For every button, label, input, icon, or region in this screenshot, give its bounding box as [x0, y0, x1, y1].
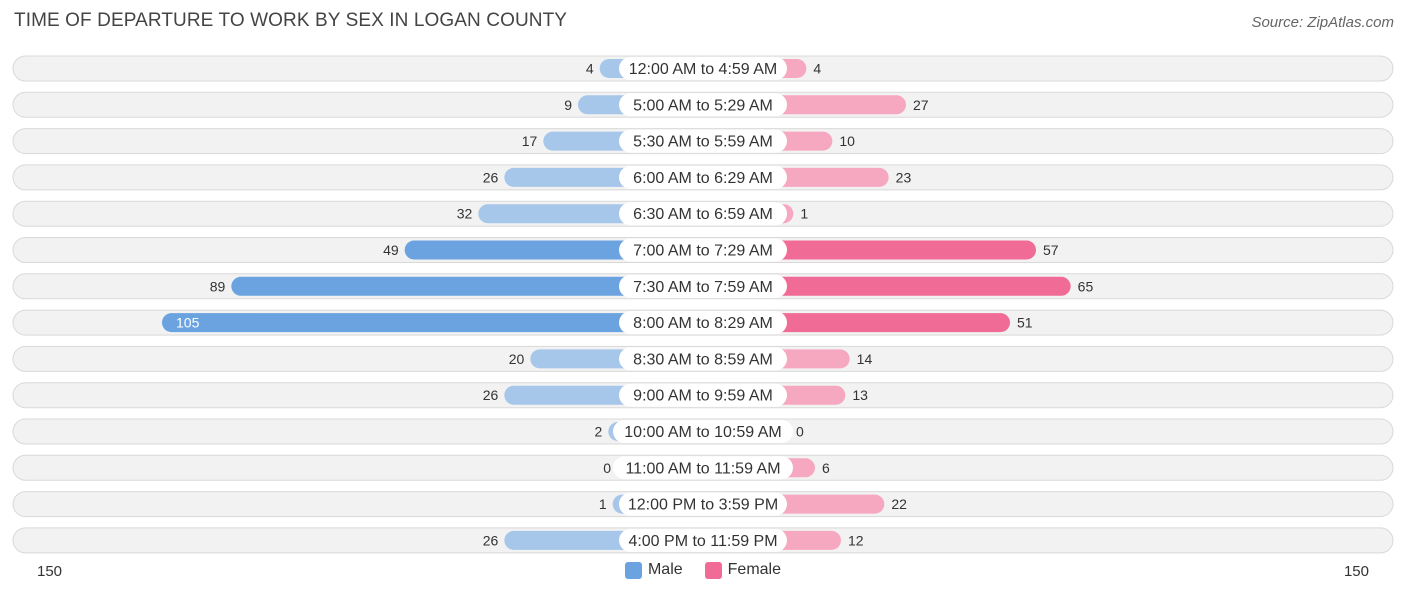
value-label-male: 0: [603, 460, 611, 476]
value-label-female: 27: [913, 97, 929, 113]
bar-male: [162, 313, 703, 333]
legend-swatch-female: [704, 561, 722, 579]
category-label-box: [619, 528, 787, 552]
value-label-male: 89: [210, 278, 226, 294]
value-label-male: 32: [457, 206, 473, 222]
category-label: 7:30 AM to 7:59 AM: [633, 279, 773, 296]
value-label-female: 14: [857, 351, 873, 367]
value-label-female: 4: [813, 61, 821, 77]
category-label-box: [619, 165, 787, 189]
value-label-male: 20: [509, 351, 525, 367]
value-label-female: 23: [896, 169, 912, 185]
chart-source: Source: ZipAtlas.com: [1251, 14, 1394, 31]
chart-legend: Male Female: [0, 561, 1406, 579]
value-label-male: 26: [483, 169, 499, 185]
bar-female: [703, 276, 1071, 296]
category-label: 11:00 AM to 11:59 AM: [625, 460, 780, 477]
value-label-male: 26: [483, 532, 499, 548]
category-label-box: [619, 129, 787, 153]
category-label-box: [619, 238, 787, 262]
value-label-male: 1: [599, 496, 607, 512]
category-label-box: [619, 311, 787, 335]
category-label-box: [613, 456, 793, 480]
category-label: 8:00 AM to 8:29 AM: [633, 315, 773, 332]
value-label-female: 51: [1017, 315, 1033, 331]
category-label-box: [613, 420, 793, 443]
value-label-female: 13: [852, 387, 868, 403]
value-label-female: 65: [1078, 278, 1094, 294]
chart-title: TIME OF DEPARTURE TO WORK BY SEX IN LOGA…: [14, 10, 568, 31]
value-label-male: 26: [483, 387, 499, 403]
value-label-male: 49: [383, 242, 399, 258]
value-label-male: 2: [595, 424, 603, 440]
value-label-male: 105: [176, 315, 200, 331]
legend-item-female: Female: [704, 561, 782, 579]
category-label: 5:00 AM to 5:29 AM: [633, 97, 773, 114]
bar-female: [703, 240, 1036, 260]
category-label: 5:30 AM to 5:59 AM: [633, 134, 773, 151]
category-label-box: [619, 202, 787, 226]
axis-label-right: 150: [1344, 563, 1369, 580]
category-label-box: [619, 274, 787, 298]
category-label: 12:00 PM to 3:59 PM: [628, 497, 778, 514]
value-label-male: 9: [564, 97, 572, 113]
value-label-female: 10: [839, 133, 855, 149]
value-label-male: 17: [522, 133, 538, 149]
legend-label-female: Female: [727, 561, 782, 578]
category-label-box: [619, 57, 787, 80]
value-label-female: 6: [822, 460, 830, 476]
category-label: 12:00 AM to 4:59 AM: [629, 61, 778, 78]
category-label: 9:00 AM to 9:59 AM: [633, 388, 773, 405]
legend-item-male: Male: [624, 561, 683, 579]
category-label-box: [619, 383, 787, 407]
value-label-female: 57: [1043, 242, 1059, 258]
category-label: 6:30 AM to 6:59 AM: [633, 206, 773, 223]
value-label-female: 12: [848, 532, 864, 548]
category-label: 7:00 AM to 7:29 AM: [633, 243, 773, 260]
value-label-female: 22: [891, 496, 907, 512]
bar-male: [231, 276, 704, 296]
category-label: 10:00 AM to 10:59 AM: [624, 424, 781, 441]
category-label: 6:00 AM to 6:29 AM: [633, 170, 773, 187]
category-label-box: [619, 347, 787, 371]
legend-label-male: Male: [647, 561, 683, 578]
category-label: 8:30 AM to 8:59 AM: [633, 351, 773, 368]
value-label-male: 4: [586, 61, 594, 77]
value-label-female: 0: [796, 424, 804, 440]
category-label-box: [619, 93, 787, 117]
value-label-female: 1: [800, 206, 808, 222]
legend-swatch-male: [624, 561, 642, 579]
category-label: 4:00 PM to 11:59 PM: [628, 533, 777, 550]
axis-label-left: 150: [37, 563, 62, 580]
category-label-box: [619, 492, 787, 516]
